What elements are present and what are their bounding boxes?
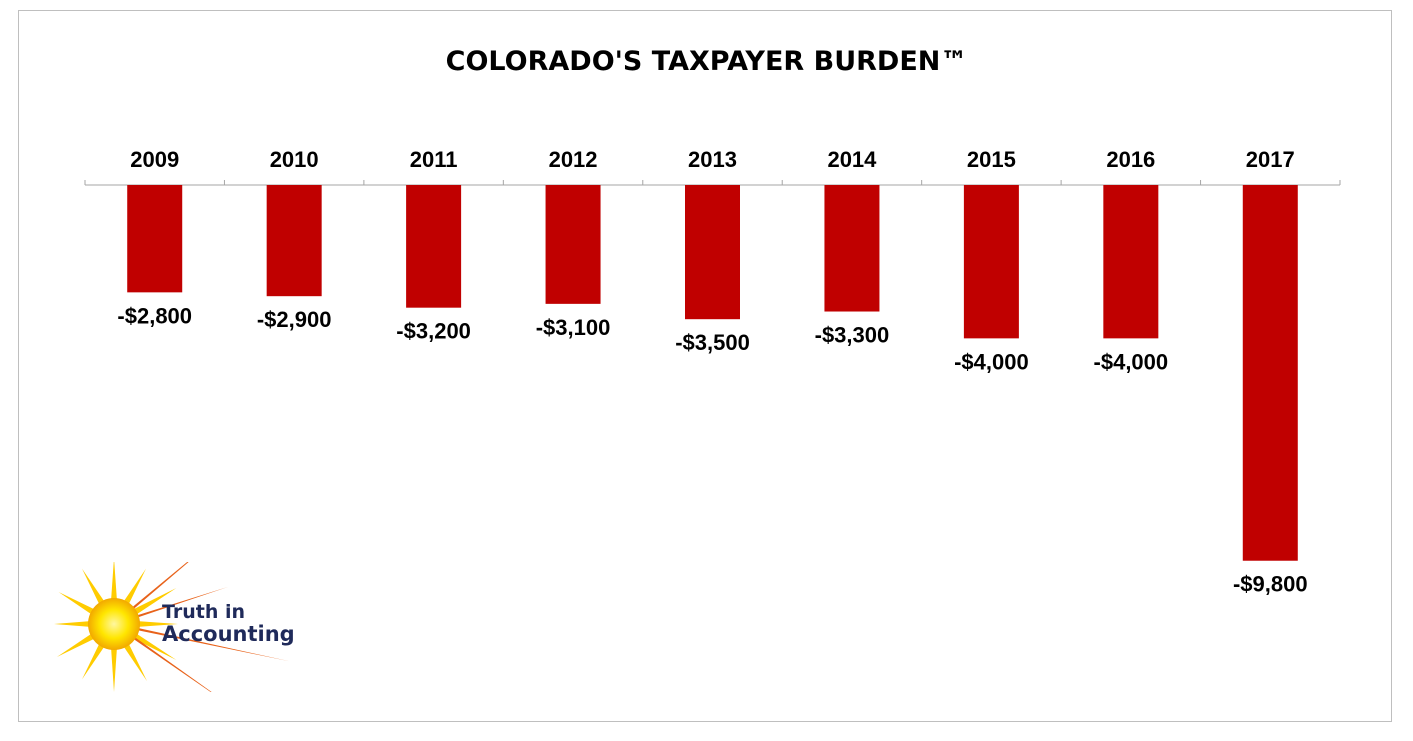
category-label-2010: 2010	[270, 147, 319, 172]
data-label-2015: -$4,000	[954, 349, 1029, 374]
bar-2012	[545, 185, 601, 304]
bar-2017	[1242, 185, 1298, 561]
data-label-2016: -$4,000	[1094, 349, 1169, 374]
bar-2013	[685, 185, 740, 320]
bar-2015	[963, 185, 1019, 339]
bar-2009	[127, 185, 183, 293]
data-label-2011: -$3,200	[396, 319, 471, 344]
data-label-2010: -$2,900	[257, 307, 332, 332]
category-label-2011: 2011	[410, 147, 458, 172]
data-label-2012: -$3,100	[536, 315, 611, 340]
logo-text-line1: Truth in	[162, 601, 245, 623]
category-label-2017: 2017	[1246, 147, 1295, 172]
bar-2010	[266, 185, 322, 297]
logo-text-line2: Accounting	[162, 622, 295, 646]
category-label-2012: 2012	[549, 147, 598, 172]
sun-icon	[54, 562, 291, 692]
truth-in-accounting-logo: Truth in Accounting	[54, 562, 295, 692]
category-label-2014: 2014	[827, 147, 877, 172]
category-label-2013: 2013	[688, 147, 737, 172]
category-label-2009: 2009	[130, 147, 179, 172]
category-label-2015: 2015	[967, 147, 1016, 172]
data-label-2009: -$2,800	[117, 303, 192, 328]
chart-title: COLORADO'S TAXPAYER BURDEN™	[445, 46, 968, 77]
data-label-2013: -$3,500	[675, 330, 750, 355]
bar-2016	[1103, 185, 1159, 339]
bar-2014	[824, 185, 880, 312]
chart-frame	[18, 10, 1392, 722]
category-label-2016: 2016	[1106, 147, 1155, 172]
data-label-2014: -$3,300	[815, 323, 890, 348]
bar-2011	[406, 185, 462, 308]
data-label-2017: -$9,800	[1233, 572, 1308, 597]
